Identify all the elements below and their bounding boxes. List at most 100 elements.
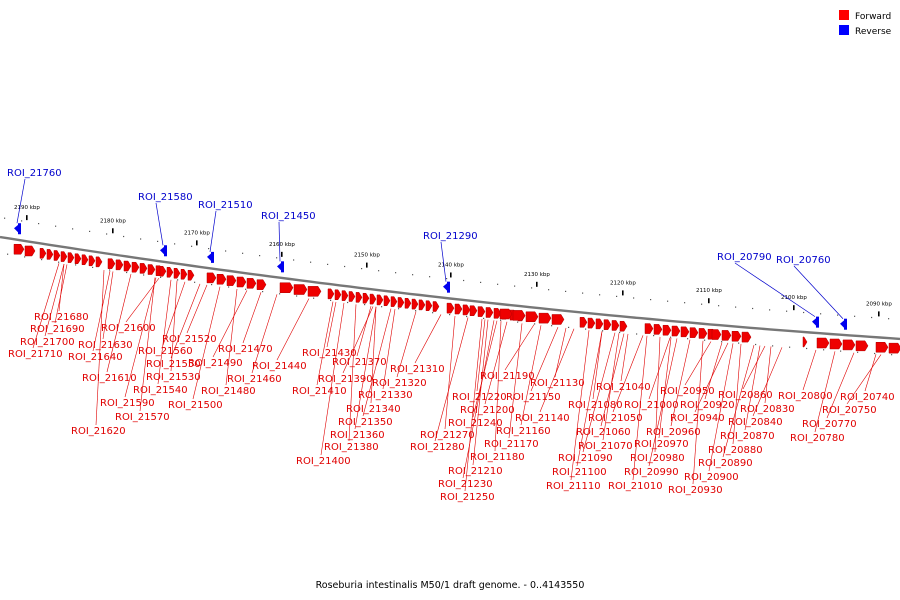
forward-leader-line [316,301,334,386]
scale-tick-label: 2090 kbp [866,301,892,307]
scale-tick [793,305,795,311]
scale-dot [7,253,9,255]
scale-dot [568,326,570,328]
forward-gene-arrow [123,260,132,272]
scale-dot [225,250,227,252]
forward-leader-line [472,320,498,418]
forward-feature-label: ROI_21680 [34,312,89,323]
forward-feature-label: ROI_21170 [484,439,539,450]
forward-gene-arrow [390,296,398,307]
forward-feature-label: ROI_21540 [133,385,188,396]
scale-dot [854,315,856,317]
forward-feature-label: ROI_20880 [708,445,763,456]
scale-dot [497,283,499,285]
forward-gene-arrow [166,267,174,278]
forward-feature-label: ROI_21320 [372,378,427,389]
reverse-feature-label: ROI_21580 [138,192,193,203]
forward-feature-label: ROI_21390 [318,374,373,385]
scale-dot [769,309,771,311]
forward-leader-line [570,330,590,481]
forward-feature-label: ROI_21590 [100,398,155,409]
scale-dot [21,220,23,222]
forward-leader-line [251,294,278,374]
forward-gene-arrow [493,308,502,319]
forward-feature-label: ROI_21150 [506,392,561,403]
reverse-leader-line [734,262,816,317]
genome-backbone [0,235,900,341]
scale-dot [670,336,672,338]
forward-leader-line [732,343,742,445]
forward-feature-label: ROI_21370 [332,357,387,368]
forward-gene-arrow [341,290,349,301]
forward-gene-arrow [469,305,478,316]
reverse-feature-label: ROI_20790 [717,252,772,263]
scale-dot [650,299,652,301]
forward-leader-line [362,308,392,417]
scale-dot [752,307,754,310]
scale-tick-label: 2120 kbp [610,280,636,286]
forward-gene-arrow [538,312,552,324]
forward-gene-arrow [53,250,61,261]
forward-leader-line [370,306,377,404]
scale-dot [701,303,703,305]
forward-feature-label: ROI_21460 [227,374,282,385]
forward-feature-label: ROI_21210 [448,466,503,477]
scale-dot [619,331,621,333]
forward-feature-label: ROI_21230 [438,479,493,490]
forward-gene-arrow [603,319,612,330]
scale-tick [708,298,710,304]
reverse-feature-label: ROI_21450 [261,211,316,222]
forward-gene-arrow [383,295,391,307]
scale-dot [704,339,706,341]
forward-gene-arrow [875,342,889,353]
scale-dot [279,293,281,295]
forward-feature-label: ROI_21270 [420,430,475,441]
scale-dot [41,259,43,261]
forward-leader-line [539,328,575,413]
scale-dot [820,313,822,315]
scale-dot [840,350,842,352]
forward-gene-arrow [611,320,620,331]
forward-leader-line [212,290,248,358]
forward-leader-line [92,270,111,352]
reverse-gene-body [18,223,21,235]
forward-leader-line [476,319,486,392]
forward-leader-line [612,335,644,413]
forward-gene-arrow [355,292,363,303]
forward-feature-label: ROI_21400 [296,456,351,467]
scale-dot [772,345,774,347]
forward-feature-label: ROI_20740 [840,392,895,403]
scale-dot [446,278,448,280]
forward-leader-line [592,331,603,400]
scale-dot [531,287,533,289]
scale-dot [718,305,720,307]
forward-leader-line [186,284,208,334]
legend-swatch-reverse [839,25,849,35]
scale-dot [500,319,502,321]
reverse-leader-line [278,221,281,262]
forward-gene-arrow [731,331,742,342]
forward-gene-arrow [216,274,227,285]
forward-feature-label: ROI_21310 [390,364,445,375]
scale-tick-label: 2130 kbp [524,272,550,278]
forward-feature-label: ROI_21500 [168,400,223,411]
scale-dot [551,325,553,327]
forward-gene-arrow [525,311,539,323]
scale-dot [534,323,536,325]
forward-gene-arrow [147,264,156,275]
forward-feature-label: ROI_21430 [302,348,357,359]
forward-gene-arrow [680,326,690,338]
scale-dot [211,284,213,286]
forward-feature-label: ROI_20980 [630,453,685,464]
forward-feature-label: ROI_21130 [530,378,585,389]
scale-dot [514,285,516,287]
forward-leader-line [554,327,567,378]
forward-gene-arrow [226,275,237,286]
reverse-leader-line [440,241,447,282]
scale-dot [89,230,91,232]
forward-feature-label: ROI_21070 [578,441,633,452]
forward-leader-line [658,337,672,439]
forward-feature-label: ROI_21600 [101,323,156,334]
scale-dot [140,238,142,240]
scale-dot [871,316,873,319]
